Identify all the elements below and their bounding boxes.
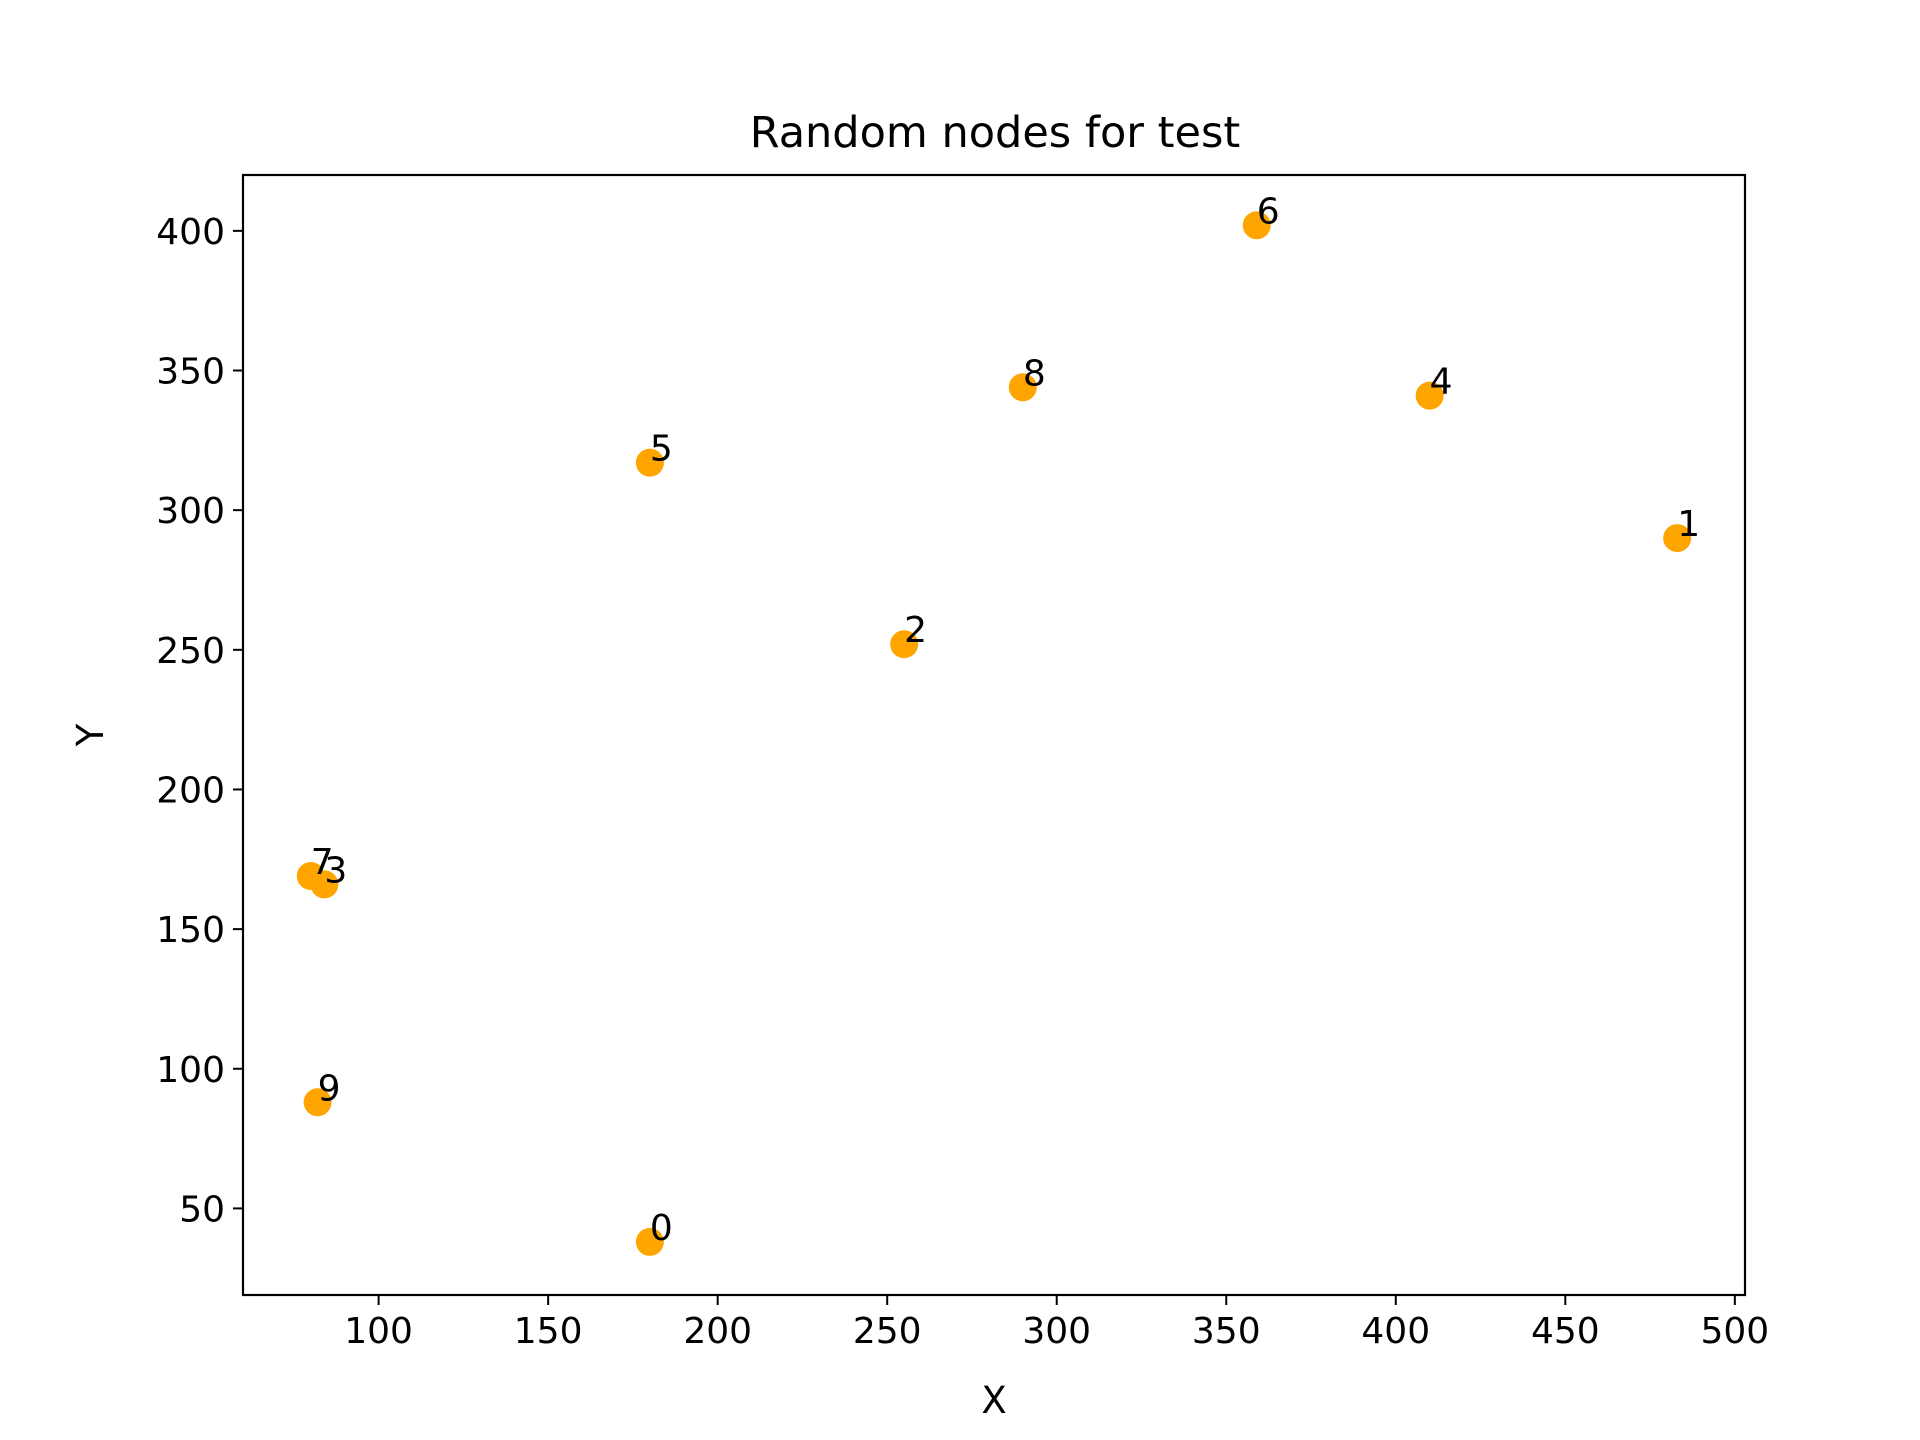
x-tick-label: 300 [1022, 1311, 1091, 1352]
point-label-1: 1 [1677, 504, 1700, 545]
y-tick-label: 100 [156, 1050, 225, 1091]
y-tick-label: 300 [156, 491, 225, 532]
data-points: 0 1 2 3 4 5 6 7 8 9 [296, 191, 1700, 1256]
x-tick-label: 100 [344, 1311, 413, 1352]
point-label-6: 6 [1257, 191, 1280, 232]
point-label-2: 2 [904, 610, 927, 651]
x-tick-label: 450 [1531, 1311, 1600, 1352]
y-tick-label: 250 [156, 631, 225, 672]
chart-title: Random nodes for test [750, 108, 1240, 158]
x-tick-label: 150 [514, 1311, 583, 1352]
data-point-6 [1242, 211, 1271, 240]
y-tick-label: 50 [179, 1189, 225, 1230]
x-tick-label: 250 [853, 1311, 922, 1352]
data-point-5 [635, 448, 664, 477]
y-tick-label: 350 [156, 352, 225, 393]
y-tick-label: 150 [156, 910, 225, 951]
point-label-9: 9 [318, 1068, 341, 1109]
data-point-7 [296, 862, 325, 891]
data-point-0 [635, 1227, 664, 1256]
plot-area-frame [241, 173, 1747, 1297]
data-point-2 [890, 630, 919, 659]
x-tick-label: 500 [1700, 1311, 1769, 1352]
x-tick-label: 200 [683, 1311, 752, 1352]
data-point-8 [1008, 373, 1037, 402]
y-tick-label: 200 [156, 770, 225, 811]
x-tick-label: 400 [1361, 1311, 1430, 1352]
y-axis-label: Y [69, 723, 112, 747]
data-point-1 [1663, 524, 1692, 553]
data-point-9 [303, 1088, 332, 1117]
point-label-8: 8 [1023, 353, 1046, 394]
point-label-7: 7 [311, 842, 334, 883]
x-tick-label: 350 [1192, 1311, 1261, 1352]
point-label-3: 3 [324, 850, 347, 891]
data-point-4 [1415, 381, 1444, 410]
y-tick-label: 400 [156, 212, 225, 253]
point-label-4: 4 [1430, 362, 1453, 403]
axis-ticks: 100 150 200 250 300 350 400 450 5005010015020025… [156, 212, 1769, 1352]
point-label-0: 0 [650, 1208, 673, 1249]
x-axis-label: X [981, 1379, 1006, 1422]
point-label-5: 5 [650, 429, 673, 470]
